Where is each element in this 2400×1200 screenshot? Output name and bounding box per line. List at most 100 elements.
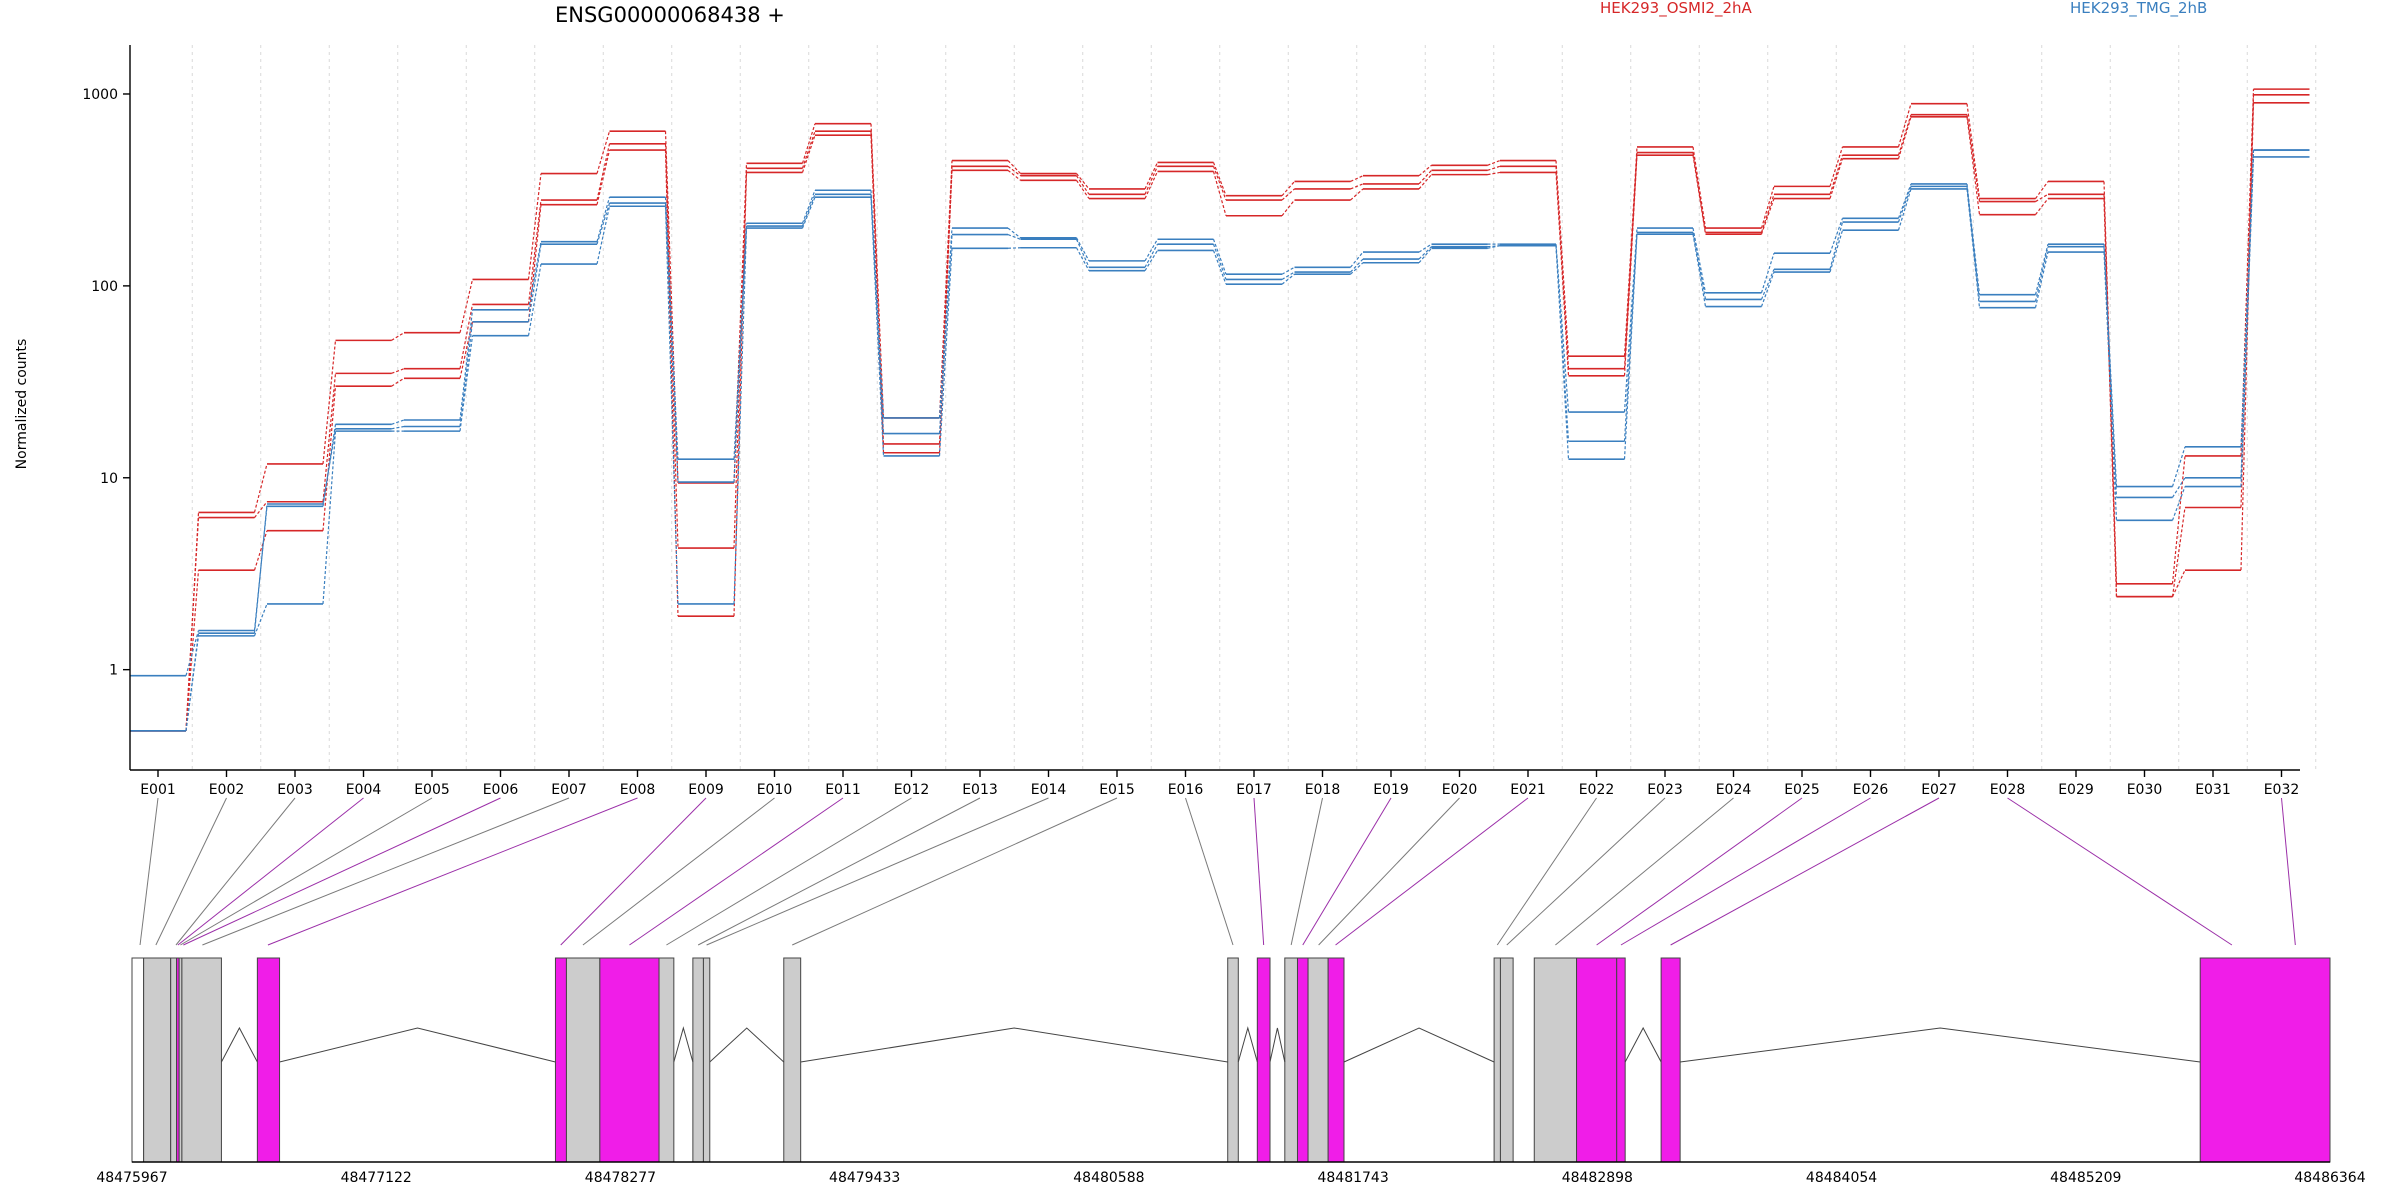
series-connector [801, 134, 816, 173]
series-connector [2171, 477, 2186, 498]
x-tick-label: E023 [1647, 782, 1683, 798]
series-connector [459, 309, 474, 421]
x-tick-label: E021 [1510, 782, 1546, 798]
series-connector [1829, 158, 1844, 199]
series-connector [322, 373, 337, 502]
x-tick-label: E031 [2195, 782, 2231, 798]
series-connector [1212, 243, 1227, 280]
series-connector [1350, 188, 1364, 201]
series-connector [2035, 198, 2049, 216]
series-connector [2103, 198, 2118, 597]
series-connector [1212, 166, 1227, 201]
series-connector [322, 340, 337, 465]
series-connector [938, 234, 953, 434]
series-connector [1281, 188, 1295, 201]
series-connector [938, 228, 953, 418]
series-connector [391, 425, 405, 430]
x-tick-label: E008 [620, 782, 656, 798]
intron-line [1237, 1026, 1258, 1063]
exon-block [565, 957, 601, 1163]
series-connector [1966, 116, 1981, 215]
series-connector [1418, 174, 1432, 190]
series-connector [527, 241, 542, 310]
exon-block [1493, 957, 1501, 1163]
exon-block [702, 957, 711, 1163]
plot-axes: 1 10 100 1000 E001 E002 E003 E004 E005 E006 E007 E0… [82, 45, 2300, 798]
exon-block [692, 957, 704, 1163]
series-connector [1555, 172, 1570, 376]
series-connector [1897, 188, 1912, 231]
exon-block [143, 957, 172, 1163]
series-connector [1144, 166, 1159, 195]
x-tick-label: E007 [551, 782, 587, 798]
series-connector [733, 226, 748, 483]
series-connector [1007, 169, 1021, 181]
series-connector [253, 603, 268, 637]
exon-link-line [1596, 797, 1803, 946]
exon-link-line [180, 797, 433, 946]
x-tick-label: E025 [1784, 782, 1820, 798]
series-connector [870, 190, 885, 418]
series-connector [185, 570, 200, 731]
series-connector [1487, 245, 1501, 249]
x-tick-label: E001 [140, 782, 176, 798]
exon-link-line [1335, 797, 1529, 946]
series-connector [1692, 232, 1707, 300]
x-tick-label: E024 [1716, 782, 1752, 798]
series-connector [1007, 165, 1021, 177]
series-connector [938, 160, 953, 418]
series-connector [801, 123, 816, 164]
exon-block [1533, 957, 1578, 1163]
series-connector [1350, 251, 1364, 268]
x-tick-label: E029 [2058, 782, 2094, 798]
series-connector [1897, 114, 1912, 156]
series-connector [185, 517, 200, 731]
x-tick-label: E016 [1168, 782, 1204, 798]
series-connector [1418, 169, 1432, 185]
series-connector [2035, 193, 2049, 203]
x-tick-label: E032 [2264, 782, 2300, 798]
series-connector [2034, 251, 2049, 308]
x-tick-label: E002 [209, 782, 245, 798]
series-connector [391, 377, 405, 387]
series-connector [1281, 266, 1295, 275]
series-connector [596, 131, 611, 174]
series-connector [664, 197, 679, 460]
exon-link-line [139, 797, 159, 946]
exon-block [1616, 957, 1626, 1163]
exon-link-line [1496, 797, 1597, 946]
exon-link-line [175, 797, 296, 946]
series-connector [1829, 146, 1844, 187]
series-connector [1555, 244, 1570, 413]
series-connector [253, 463, 268, 513]
series-connector [1692, 227, 1707, 293]
series-group [130, 149, 2310, 677]
series-connector [1350, 262, 1364, 275]
chart-title: ENSG00000068438 + [555, 3, 785, 27]
x-tick-label: E011 [825, 782, 861, 798]
series-connector [1623, 234, 1638, 460]
exon-link-line [183, 797, 501, 946]
series-connector [733, 168, 748, 549]
series-connector [664, 131, 679, 483]
series-connector [1076, 179, 1090, 199]
coordinate-tick-label: 48484054 [1806, 1170, 1877, 1186]
x-tick-label: E006 [483, 782, 519, 798]
series-group [130, 156, 2310, 732]
series-connector [322, 424, 337, 507]
exon-block [1576, 957, 1618, 1163]
series-connector [1418, 247, 1432, 264]
series-connector [459, 304, 474, 369]
exon-link-line [1185, 797, 1234, 946]
series-connector [870, 197, 885, 456]
exon-block [1499, 957, 1514, 1163]
series-connector [2103, 244, 2118, 487]
series-connector [459, 335, 474, 432]
exon-block [554, 957, 567, 1163]
exon-block [1327, 957, 1345, 1163]
series-connector [1212, 239, 1227, 275]
series-connector [1623, 155, 1638, 376]
exon-link-line [582, 797, 775, 946]
exon-block [131, 957, 145, 1163]
exon-link-line [2007, 797, 2233, 946]
